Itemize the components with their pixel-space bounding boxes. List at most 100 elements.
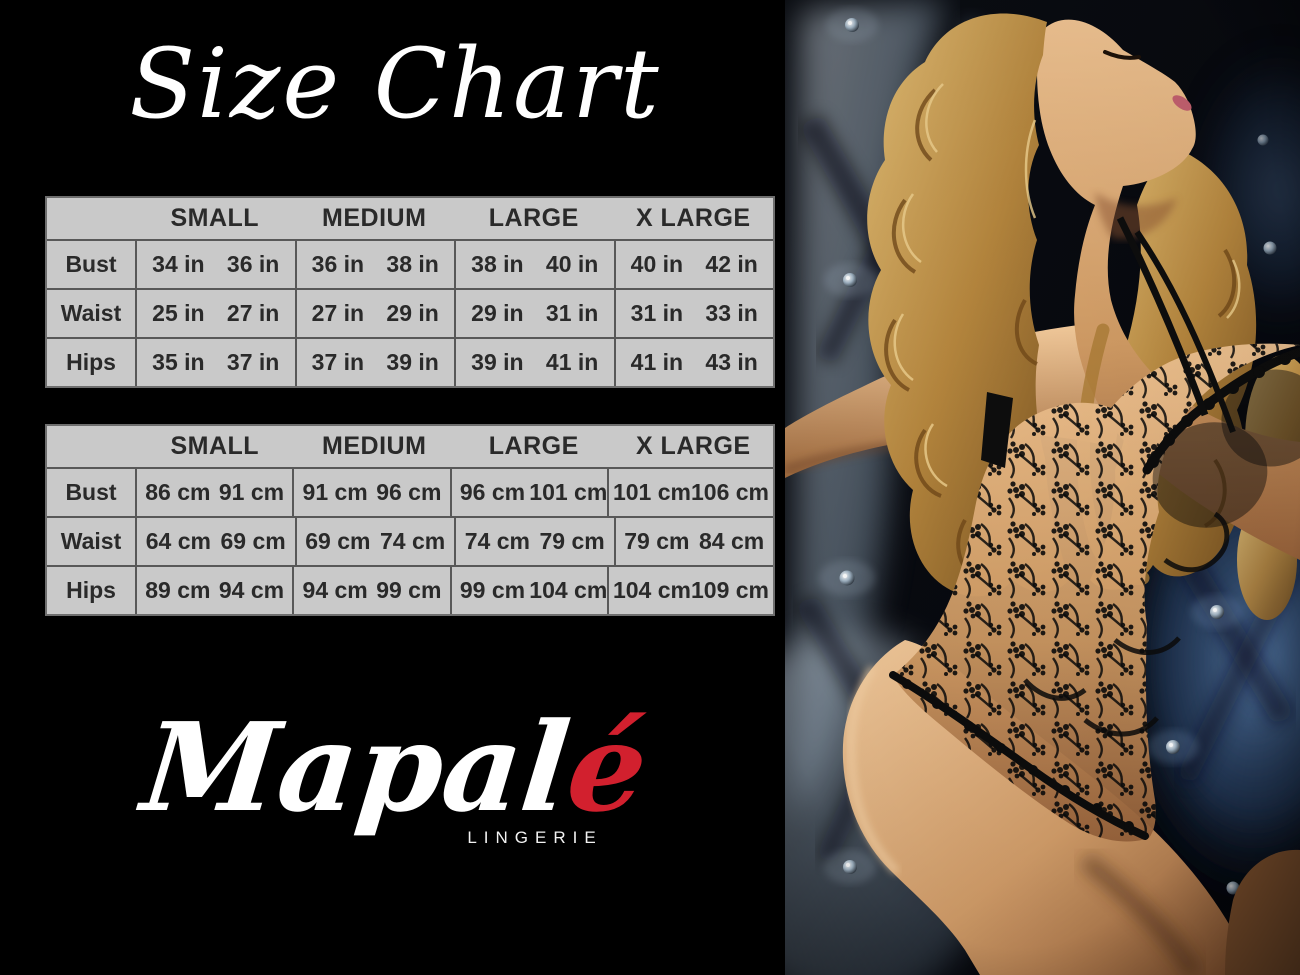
- table-header-row: SMALL MEDIUM LARGE X LARGE: [47, 426, 773, 469]
- value: 104 cm: [529, 577, 608, 603]
- value: 27 in: [311, 300, 365, 326]
- cell-small: 64 cm 69 cm: [135, 518, 295, 565]
- cell-medium: 37 in 39 in: [294, 339, 455, 386]
- value: 38 in: [386, 251, 439, 277]
- cell-large: 96 cm 101 cm: [449, 469, 608, 516]
- value: 94 cm: [302, 577, 368, 603]
- value: 43 in: [705, 349, 758, 375]
- value: 104 cm: [612, 577, 691, 603]
- value: 89 cm: [145, 577, 211, 603]
- cell-small: 34 in 36 in: [135, 241, 295, 288]
- table-row-hips: Hips 35 in 37 in 37 in 39 in 39 in 41 in 41…: [47, 339, 773, 386]
- col-header-small: SMALL: [170, 204, 260, 232]
- cell-xlarge: 40 in 42 in: [613, 241, 774, 288]
- cell-xlarge: 79 cm 84 cm: [613, 518, 774, 565]
- cell-large: 74 cm 79 cm: [454, 518, 614, 565]
- value: 74 cm: [464, 528, 530, 554]
- value: 36 in: [311, 251, 365, 277]
- cell-medium: 69 cm 74 cm: [294, 518, 455, 565]
- value: 64 cm: [145, 528, 211, 554]
- value: 39 in: [386, 349, 439, 375]
- cell-large: 99 cm 104 cm: [449, 567, 608, 614]
- value: 99 cm: [459, 577, 526, 603]
- value: 79 cm: [624, 528, 690, 554]
- table-row-bust: Bust 86 cm 91 cm 91 cm 96 cm 96 cm 101 cm 1…: [47, 469, 773, 518]
- value: 40 in: [545, 251, 599, 277]
- value: 40 in: [630, 251, 684, 277]
- value: 33 in: [705, 300, 758, 326]
- cell-large: 38 in 40 in: [454, 241, 614, 288]
- value: 109 cm: [690, 577, 769, 603]
- cell-xlarge: 41 in 43 in: [613, 339, 774, 386]
- col-header-xlarge: X LARGE: [635, 432, 751, 460]
- brand-logo: Mapalé LINGERIE: [0, 695, 790, 848]
- value: 37 in: [311, 349, 365, 375]
- table-row-bust: Bust 34 in 36 in 36 in 38 in 38 in 40 in 40…: [47, 241, 773, 290]
- value: 35 in: [152, 349, 205, 375]
- col-header-medium: MEDIUM: [322, 432, 427, 460]
- cell-small: 35 in 37 in: [135, 339, 295, 386]
- value: 69 cm: [305, 528, 371, 554]
- model-photo-illustration: [785, 0, 1300, 975]
- brand-subtitle: LINGERIE: [467, 828, 603, 848]
- value: 37 in: [226, 349, 280, 375]
- value: 29 in: [386, 300, 439, 326]
- row-label: Hips: [66, 349, 116, 375]
- value: 25 in: [152, 300, 205, 326]
- table-row-waist: Waist 64 cm 69 cm 69 cm 74 cm 74 cm 79 cm 7…: [47, 518, 773, 567]
- row-label: Bust: [65, 479, 117, 505]
- cell-small: 25 in 27 in: [135, 290, 295, 337]
- value: 94 cm: [218, 577, 285, 603]
- info-panel: Size Chart SMALL MEDIUM LARGE X LARGE Bu…: [0, 28, 790, 848]
- value: 96 cm: [459, 479, 526, 505]
- cell-large: 39 in 41 in: [454, 339, 614, 386]
- cell-medium: 27 in 29 in: [294, 290, 455, 337]
- page-title: Size Chart: [129, 28, 661, 140]
- value: 79 cm: [539, 528, 605, 554]
- cell-large: 29 in 31 in: [454, 290, 614, 337]
- value: 86 cm: [145, 479, 211, 505]
- cell-xlarge: 101 cm 106 cm: [606, 469, 773, 516]
- cell-xlarge: 31 in 33 in: [613, 290, 774, 337]
- cell-small: 86 cm 91 cm: [135, 469, 292, 516]
- cell-xlarge: 104 cm 109 cm: [606, 567, 773, 614]
- value: 84 cm: [699, 528, 765, 554]
- value: 91 cm: [302, 479, 368, 505]
- row-label: Waist: [60, 300, 122, 326]
- row-label: Hips: [66, 577, 116, 603]
- value: 69 cm: [220, 528, 286, 554]
- value: 41 in: [630, 349, 684, 375]
- col-header-small: SMALL: [170, 432, 260, 460]
- value: 99 cm: [376, 577, 442, 603]
- table-row-waist: Waist 25 in 27 in 27 in 29 in 29 in 31 in 3…: [47, 290, 773, 339]
- value: 27 in: [226, 300, 280, 326]
- brand-wordmark: Mapalé: [0, 695, 797, 839]
- brand-name-white: Mapal: [136, 695, 577, 839]
- value: 39 in: [471, 349, 524, 375]
- col-header-large: LARGE: [488, 204, 579, 232]
- table-row-hips: Hips 89 cm 94 cm 94 cm 99 cm 99 cm 104 cm 1…: [47, 567, 773, 614]
- value: 91 cm: [218, 479, 285, 505]
- cell-medium: 94 cm 99 cm: [292, 567, 449, 614]
- value: 36 in: [226, 251, 280, 277]
- value: 42 in: [705, 251, 758, 277]
- value: 74 cm: [380, 528, 446, 554]
- cell-small: 89 cm 94 cm: [135, 567, 292, 614]
- value: 101 cm: [529, 479, 608, 505]
- model-photo: [785, 0, 1300, 975]
- value: 29 in: [471, 300, 524, 326]
- cell-medium: 91 cm 96 cm: [292, 469, 449, 516]
- value: 31 in: [630, 300, 684, 326]
- value: 41 in: [545, 349, 599, 375]
- row-label: Waist: [60, 528, 122, 554]
- value: 106 cm: [690, 479, 769, 505]
- col-header-medium: MEDIUM: [322, 204, 427, 232]
- value: 96 cm: [376, 479, 442, 505]
- col-header-large: LARGE: [488, 432, 579, 460]
- size-table-inches: SMALL MEDIUM LARGE X LARGE Bust 34 in 36 …: [45, 196, 775, 388]
- size-table-cm: SMALL MEDIUM LARGE X LARGE Bust 86 cm 91 …: [45, 424, 775, 616]
- value: 101 cm: [612, 479, 691, 505]
- row-label: Bust: [65, 251, 117, 277]
- brand-accent-letter: é: [561, 695, 654, 839]
